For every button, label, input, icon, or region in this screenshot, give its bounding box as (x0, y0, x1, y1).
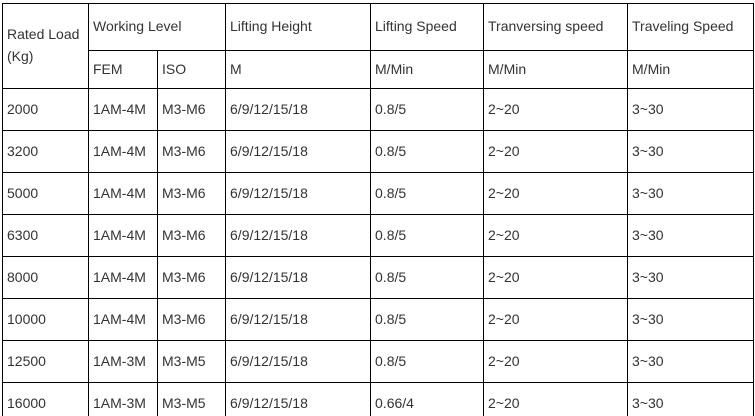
cell-rated-load: 3200 (2, 130, 89, 173)
cell-iso: M3-M6 (156, 130, 227, 173)
cell-traversing-speed: 2~20 (483, 130, 629, 173)
header-lifting-speed-unit: M/Min (370, 50, 485, 89)
cell-lifting-height: 6/9/12/15/18 (225, 214, 372, 257)
header-rated-load: Rated Load (Kg) (2, 3, 89, 89)
header-traveling-speed: Traveling Speed (627, 3, 755, 51)
header-working-level: Working Level (87, 3, 227, 51)
cell-rated-load: 12500 (2, 340, 89, 383)
cell-traveling-speed: 3~30 (627, 298, 755, 341)
header-traversing-speed: Tranversing speed (483, 3, 629, 51)
cell-lifting-speed: 0.8/5 (370, 88, 485, 131)
cell-lifting-speed: 0.8/5 (370, 256, 485, 299)
table-row: 16000 1AM-3M M3-M5 6/9/12/15/18 0.66/4 2~20 3~… (2, 382, 755, 416)
cell-traveling-speed: 3~30 (627, 214, 755, 257)
cell-traversing-speed: 2~20 (483, 88, 629, 131)
cell-fem: 1AM-4M (88, 214, 158, 257)
cell-fem: 1AM-3M (88, 382, 158, 416)
table-row: 8000 1AM-4M M3-M6 6/9/12/15/18 0.8/5 2~20 3~30 (2, 256, 755, 299)
cell-lifting-speed: 0.66/4 (370, 382, 485, 416)
cell-lifting-height: 6/9/12/15/18 (225, 130, 372, 173)
cell-iso: M3-M5 (156, 340, 227, 383)
cell-lifting-height: 6/9/12/15/18 (225, 298, 372, 341)
cell-traversing-speed: 2~20 (483, 256, 629, 299)
cell-traveling-speed: 3~30 (627, 172, 755, 215)
hoist-spec-table: Rated Load (Kg) Working Level Lifting He… (2, 3, 755, 416)
cell-fem: 1AM-4M (88, 172, 158, 215)
cell-lifting-height: 6/9/12/15/18 (225, 382, 372, 416)
cell-lifting-height: 6/9/12/15/18 (225, 172, 372, 215)
header-row-2: FEM ISO M M/Min M/Min M/Min (3, 50, 755, 89)
header-iso: ISO (156, 50, 227, 89)
cell-rated-load: 2000 (2, 88, 89, 131)
table-row: 6300 1AM-4M M3-M6 6/9/12/15/18 0.8/5 2~20 3~30 (2, 214, 755, 257)
cell-lifting-height: 6/9/12/15/18 (225, 256, 372, 299)
cell-rated-load: 5000 (2, 172, 89, 215)
cell-rated-load: 8000 (2, 256, 89, 299)
cell-traversing-speed: 2~20 (483, 298, 629, 341)
cell-fem: 1AM-4M (88, 88, 158, 131)
header-fem: FEM (88, 50, 158, 89)
header-traveling-speed-unit: M/Min (627, 50, 755, 89)
table-row: 3200 1AM-4M M3-M6 6/9/12/15/18 0.8/5 2~20 3~30 (2, 130, 755, 173)
cell-fem: 1AM-3M (88, 340, 158, 383)
cell-lifting-speed: 0.8/5 (370, 298, 485, 341)
cell-iso: M3-M6 (156, 214, 227, 257)
cell-lifting-height: 6/9/12/15/18 (225, 88, 372, 131)
cell-traveling-speed: 3~30 (627, 382, 755, 416)
cell-rated-load: 10000 (2, 298, 89, 341)
cell-lifting-speed: 0.8/5 (370, 172, 485, 215)
cell-traversing-speed: 2~20 (483, 340, 629, 383)
cell-traversing-speed: 2~20 (483, 382, 629, 416)
header-lifting-speed: Lifting Speed (370, 3, 485, 51)
table-row: 10000 1AM-4M M3-M6 6/9/12/15/18 0.8/5 2~20 3~3… (2, 298, 755, 341)
table-row: 5000 1AM-4M M3-M6 6/9/12/15/18 0.8/5 2~20 3~30 (2, 172, 755, 215)
cell-lifting-speed: 0.8/5 (370, 130, 485, 173)
cell-lifting-height: 6/9/12/15/18 (225, 340, 372, 383)
cell-fem: 1AM-4M (88, 298, 158, 341)
cell-iso: M3-M6 (156, 256, 227, 299)
header-lifting-height: Lifting Height (225, 3, 372, 51)
cell-iso: M3-M6 (156, 172, 227, 215)
cell-fem: 1AM-4M (88, 130, 158, 173)
cell-iso: M3-M6 (156, 298, 227, 341)
cell-lifting-speed: 0.8/5 (370, 214, 485, 257)
cell-traversing-speed: 2~20 (483, 172, 629, 215)
cell-iso: M3-M5 (156, 382, 227, 416)
cell-rated-load: 16000 (2, 382, 89, 416)
header-row-1: Rated Load (Kg) Working Level Lifting He… (2, 3, 755, 89)
cell-traversing-speed: 2~20 (483, 214, 629, 257)
cell-iso: M3-M6 (156, 88, 227, 131)
cell-traveling-speed: 3~30 (627, 130, 755, 173)
cell-traveling-speed: 3~30 (627, 256, 755, 299)
cell-lifting-speed: 0.8/5 (370, 340, 485, 383)
cell-rated-load: 6300 (2, 214, 89, 257)
cell-fem: 1AM-4M (88, 256, 158, 299)
table-body: 2000 1AM-4M M3-M6 6/9/12/15/18 0.8/5 2~20 3~30… (2, 88, 755, 416)
header-lifting-height-unit: M (225, 50, 372, 89)
table-row: 2000 1AM-4M M3-M6 6/9/12/15/18 0.8/5 2~20 3~30 (2, 88, 755, 131)
header-traversing-speed-unit: M/Min (483, 50, 629, 89)
table-row: 12500 1AM-3M M3-M5 6/9/12/15/18 0.8/5 2~20 3~3… (2, 340, 755, 383)
cell-traveling-speed: 3~30 (627, 88, 755, 131)
cell-traveling-speed: 3~30 (627, 340, 755, 383)
